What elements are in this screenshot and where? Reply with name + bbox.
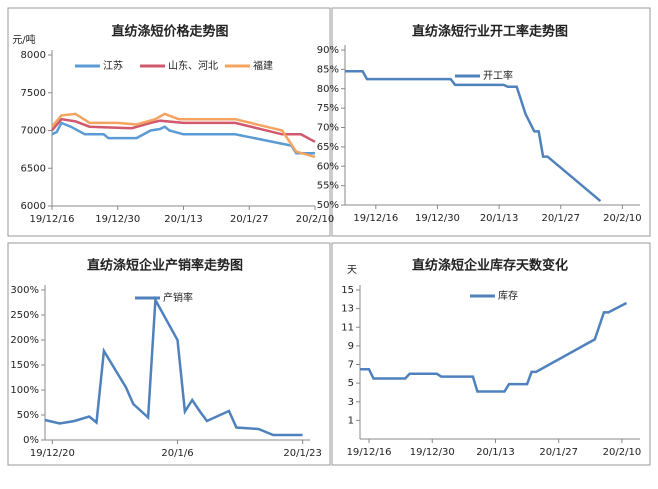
y-tick-label: 60% — [317, 161, 339, 172]
y-tick-label: 75% — [317, 103, 339, 114]
y-tick-label: 50% — [17, 410, 39, 421]
x-tick-label: 20/1/23 — [283, 448, 322, 459]
legend-label: 库存 — [498, 289, 518, 302]
y-tick-label: 80% — [317, 84, 339, 95]
data-line — [345, 70, 602, 203]
y-tick-label: 1 — [348, 415, 354, 426]
x-tick-label: 20/1/13 — [164, 214, 203, 225]
x-tick-label: 19/12/16 — [30, 214, 75, 225]
data-line — [44, 295, 303, 437]
chart-title: 直纺涤短价格走势图 — [111, 24, 228, 40]
x-tick-label: 19/12/20 — [30, 448, 75, 459]
y-tick-label: 3 — [348, 397, 354, 408]
y-tick-label: 6000 — [21, 201, 46, 212]
x-tick-label: 20/2/10 — [296, 214, 335, 225]
y-tick-label: 9 — [348, 341, 354, 352]
y-tick-label: 85% — [317, 64, 339, 75]
y-tick-label: 0% — [23, 435, 39, 446]
x-tick-label: 19/12/30 — [410, 447, 455, 458]
x-tick-label: 20/1/27 — [539, 447, 578, 458]
y-tick-label: 150% — [10, 360, 39, 371]
x-tick-label: 19/12/30 — [95, 214, 140, 225]
y-tick-label: 11 — [341, 322, 354, 333]
x-tick-label: 19/12/16 — [353, 213, 398, 224]
y-tick-label: 7000 — [21, 126, 46, 137]
y-tick-label: 50% — [317, 200, 339, 211]
panel-frame — [7, 7, 331, 237]
y-tick-label: 55% — [317, 181, 339, 192]
chart-title: 直纺涤短企业库存天数变化 — [412, 258, 568, 274]
x-tick-label: 20/1/6 — [161, 448, 193, 459]
x-tick-label: 20/2/10 — [603, 447, 642, 458]
x-tick-label: 19/12/16 — [347, 447, 392, 458]
y-tick-label: 250% — [10, 310, 39, 321]
x-tick-label: 20/2/10 — [603, 213, 642, 224]
legend-label: 江苏 — [103, 59, 123, 72]
x-tick-label: 20/1/27 — [230, 214, 269, 225]
x-tick-label: 20/1/13 — [476, 447, 515, 458]
y-tick-label: 300% — [10, 285, 39, 296]
data-line — [51, 121, 315, 155]
y-axis-label: 天 — [347, 265, 357, 276]
y-tick-label: 7 — [348, 360, 354, 371]
legend-label: 产销率 — [163, 291, 193, 304]
y-tick-label: 5 — [348, 378, 354, 389]
legend-label: 开工率 — [483, 69, 513, 82]
y-tick-label: 13 — [341, 304, 354, 315]
panel-frame — [7, 242, 331, 466]
x-tick-label: 19/12/30 — [415, 213, 460, 224]
data-line — [51, 112, 316, 159]
y-tick-label: 7500 — [21, 88, 46, 99]
panel-frame — [331, 7, 651, 237]
y-tick-label: 6500 — [21, 163, 46, 174]
y-tick-label: 65% — [317, 142, 339, 153]
panel-frame — [331, 242, 651, 466]
data-line — [360, 301, 628, 393]
y-tick-label: 70% — [317, 123, 339, 134]
chart-title: 直纺涤短企业产销率走势图 — [87, 258, 243, 274]
y-axis-label: 元/吨 — [12, 33, 35, 46]
y-tick-label: 100% — [10, 385, 39, 396]
y-tick-label: 8000 — [21, 50, 46, 61]
y-tick-label: 90% — [317, 45, 339, 56]
x-tick-label: 20/1/13 — [480, 213, 519, 224]
x-tick-label: 20/1/27 — [541, 213, 580, 224]
y-tick-label: 15 — [341, 285, 354, 296]
legend-label: 山东、河北 — [168, 59, 218, 72]
y-tick-label: 200% — [10, 335, 39, 346]
legend-label: 福建 — [253, 59, 273, 72]
chart-title: 直纺涤短行业开工率走势图 — [412, 24, 568, 40]
